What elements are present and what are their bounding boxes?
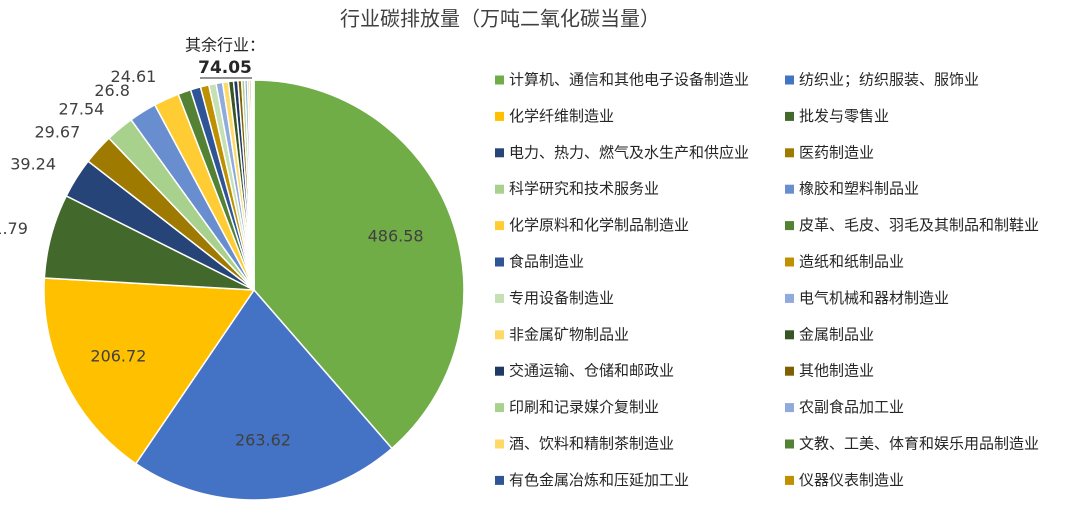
- pie-slice: [134, 288, 393, 501]
- legend-label: 农副食品加工业: [799, 398, 904, 416]
- legend-swatch: [785, 111, 794, 121]
- legend-label: 化学原料和化学制品制造业: [509, 216, 689, 234]
- legend-label: 有色金属冶炼和压延加工业: [509, 471, 689, 489]
- legend-swatch: [785, 221, 794, 231]
- data-label: 39.24: [10, 155, 56, 174]
- legend-swatch: [495, 439, 504, 449]
- legend-swatch: [785, 257, 794, 267]
- legend-swatch: [495, 330, 504, 340]
- legend-label: 医药制造业: [799, 143, 874, 161]
- data-label: 81.79: [0, 219, 28, 238]
- annotation-label: 其余行业：: [185, 36, 265, 55]
- legend-label: 交通运输、仓储和邮政业: [509, 362, 674, 380]
- legend-label: 非金属矿物制品业: [509, 325, 629, 343]
- legend-label: 批发与零售业: [799, 107, 889, 125]
- legend-label: 金属制品业: [799, 325, 874, 343]
- legend-swatch: [495, 403, 504, 413]
- legend-swatch: [495, 293, 504, 303]
- pie-slice: [253, 79, 465, 450]
- legend-label: 其他制造业: [799, 362, 874, 380]
- pie-slice: [252, 79, 255, 291]
- legend-label: 文教、工美、体育和娱乐用品制造业: [799, 435, 1039, 453]
- legend-swatch: [495, 221, 504, 231]
- legend-swatch: [495, 111, 504, 121]
- legend-label: 仪器仪表制造业: [799, 471, 904, 489]
- legend-swatch: [785, 475, 794, 485]
- data-label: 206.72: [90, 346, 146, 365]
- data-label: 27.54: [59, 100, 105, 119]
- legend-label: 专用设备制造业: [509, 289, 614, 307]
- legend-swatch: [495, 366, 504, 376]
- legend-swatch: [785, 439, 794, 449]
- legend-swatch: [785, 293, 794, 303]
- legend-swatch: [785, 403, 794, 413]
- legend-label: 造纸和纸制品业: [799, 253, 904, 271]
- legend-swatch: [785, 330, 794, 340]
- legend-swatch: [495, 184, 504, 194]
- legend-label: 纺织业；纺织服装、服饰业: [799, 71, 979, 89]
- legend-label: 计算机、通信和其他电子设备制造业: [509, 71, 749, 89]
- legend-swatch: [785, 75, 794, 85]
- legend-label: 电力、热力、燃气及水生产和供应业: [509, 143, 749, 161]
- data-label: 263.62: [235, 430, 291, 449]
- legend-label: 酒、饮料和精制茶制造业: [509, 435, 674, 453]
- legend-swatch: [785, 184, 794, 194]
- legend-label: 化学纤维制造业: [509, 107, 614, 125]
- legend-label: 橡胶和塑料制品业: [799, 180, 919, 198]
- legend-label: 食品制造业: [509, 253, 584, 271]
- chart-title: 行业碳排放量（万吨二氧化碳当量）: [340, 7, 660, 31]
- pie-slice: [43, 277, 256, 465]
- legend-swatch: [785, 148, 794, 158]
- annotation-value: 74.05: [198, 58, 252, 78]
- legend-swatch: [495, 75, 504, 85]
- legend-label: 科学研究和技术服务业: [509, 180, 659, 198]
- legend-swatch: [785, 366, 794, 376]
- legend-swatch: [495, 475, 504, 485]
- legend-label: 皮革、毛皮、羽毛及其制品和制鞋业: [799, 216, 1039, 234]
- data-label: 26.8: [94, 81, 130, 100]
- legend-swatch: [495, 257, 504, 267]
- legend-label: 电气机械和器材制造业: [799, 289, 949, 307]
- legend-label: 印刷和记录媒介复制业: [509, 398, 659, 416]
- legend-swatch: [495, 148, 504, 158]
- data-label: 29.67: [34, 123, 80, 142]
- data-label: 24.61: [111, 67, 157, 86]
- data-label: 486.58: [368, 226, 424, 245]
